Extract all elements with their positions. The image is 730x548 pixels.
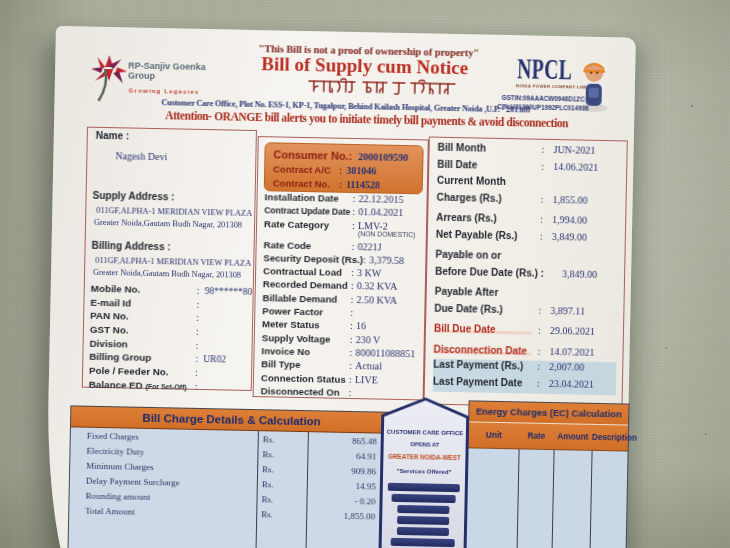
consumer-number-box: Consumer No.: 2000109590 Contract A/C : …	[264, 142, 424, 194]
service-button-graphic	[392, 494, 456, 503]
bill-summary-row: Net Payable (Rs.) : 3,849.00	[436, 228, 619, 248]
col-rate: Rate	[519, 431, 554, 441]
column-divider	[551, 450, 555, 548]
service-button-graphic	[397, 516, 449, 525]
supply-address-label: Supply Address :	[92, 190, 174, 203]
column-divider	[516, 449, 520, 548]
supply-address-line2: Greater Noida,Gautam Budh Nagar, 201308	[94, 218, 242, 230]
billing-address-line2: Greater Noida,Gautam Budh Nagar, 201308	[93, 268, 241, 280]
bill-charge-table: Bill Charge Details & Calculation Fixed …	[67, 405, 393, 548]
col-unit: Unit	[469, 430, 519, 440]
consumer-no-label: Consumer No.:	[273, 148, 352, 162]
photo-background: RP-Sanjiv GoenkaGroup Growing Legacies "…	[0, 0, 730, 548]
energy-charge-table: Energy Charges (EC) Calculation Unit Rat…	[465, 400, 630, 548]
service-button-graphic	[397, 505, 449, 514]
gstin-text: GSTIN:09AAACW0946D1ZC	[502, 94, 585, 103]
name-label: Name :	[96, 130, 130, 142]
consumer-no-value: 2000109590	[358, 151, 408, 163]
service-button-graphic	[397, 527, 449, 536]
bill-summary-row: Due Date (Rs.) : 3,897.11	[434, 302, 617, 322]
energy-table-body	[466, 448, 628, 548]
contract-no-label: Contract No.	[273, 177, 335, 189]
billing-address-label: Billing Address :	[91, 240, 170, 253]
customer-field-row: Balance ED (For Set-Off) :	[89, 379, 247, 396]
banner-line4: "Services Offered"	[383, 467, 465, 476]
banner-line2: OPENS AT	[384, 441, 466, 449]
service-button-graphic	[391, 538, 455, 547]
billing-address-line1: 011GF,ALPHA-1 MERIDIAN VIEW PLAZA	[95, 256, 251, 268]
rpsg-group-name: RP-Sanjiv GoenkaGroup	[128, 60, 206, 82]
bill-summary-row: Last Payment Date : 23.04.2021	[433, 375, 616, 395]
bill-summary-row: Before Due Date (Rs.) : 3,849.00	[435, 265, 618, 285]
customer-name: Nagesh Devi	[115, 150, 167, 162]
bill-paper: RP-Sanjiv GoenkaGroup Growing Legacies "…	[44, 26, 636, 548]
bill-summary-row: Bill Due Date : 29.06.2021	[434, 323, 617, 343]
banner-line3: GREATER NOIDA-WEST	[383, 453, 465, 462]
customer-info-box: Name : Nagesh Devi Supply Address : 011G…	[82, 127, 257, 391]
account-info-box: Consumer No.: 2000109590 Contract A/C : …	[253, 136, 429, 400]
supply-address-line1: 011GF,ALPHA-1 MERIDIAN VIEW PLAZA	[96, 206, 252, 218]
col-amount: Amount	[554, 432, 592, 442]
bill-summary-box: Bill Month : JUN-2021 Bill Date : 14.06.…	[423, 137, 627, 409]
contract-ac-label: Contract A/C	[273, 163, 335, 175]
col-description: Description	[592, 433, 626, 443]
contract-ac-value: 381046	[346, 165, 376, 177]
contract-no-value: 1114528	[346, 179, 380, 191]
rpsg-tagline: Growing Legacies	[129, 87, 200, 94]
customer-care-banner: CUSTOMER CARE OFFICE OPENS AT GREATER NO…	[378, 397, 470, 548]
rpsg-logo-icon	[90, 55, 127, 106]
npcl-logo-text: NPCL	[517, 54, 573, 84]
banner-line1: CUSTOMER CARE OFFICE	[384, 429, 466, 437]
bill-summary-row: Charges (Rs.) : 1,855.00	[436, 191, 619, 211]
bill-title: Bill of Supply cum Notice	[261, 53, 468, 79]
account-field-row: Disconnected On :	[261, 385, 421, 402]
service-button-graphic	[388, 483, 460, 492]
column-divider	[589, 451, 593, 548]
bill-title-hindi	[307, 77, 459, 102]
